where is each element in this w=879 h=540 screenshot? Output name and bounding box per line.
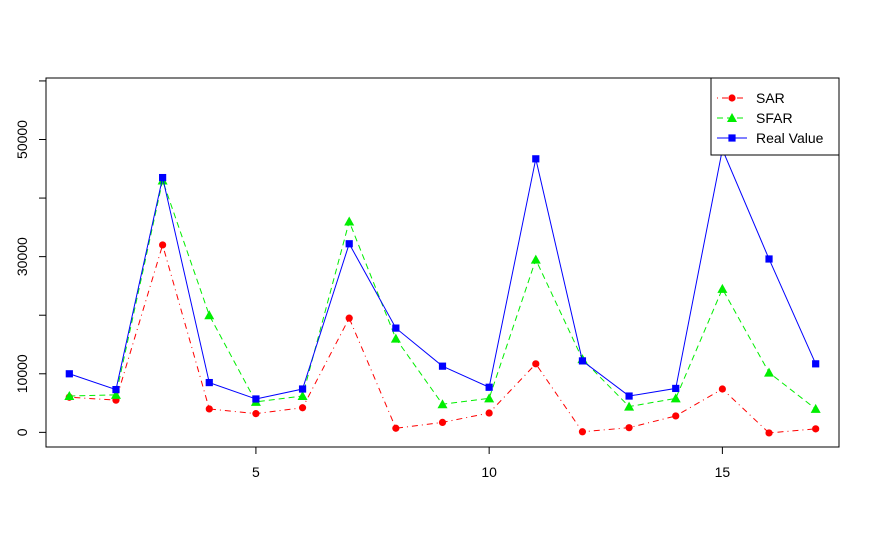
- data-point: [345, 314, 353, 322]
- data-point: [625, 392, 633, 400]
- legend-label: SAR: [756, 90, 785, 106]
- legend-marker: [728, 134, 736, 142]
- data-point: [765, 429, 773, 437]
- data-point: [159, 241, 167, 249]
- series-sfar: [64, 175, 821, 413]
- x-tick-label: 5: [252, 464, 260, 480]
- y-tick-label: 0: [14, 428, 30, 436]
- data-point: [812, 360, 820, 368]
- x-axis: 5 10 15: [252, 446, 731, 480]
- data-point: [485, 383, 493, 391]
- series-sar: [65, 241, 820, 437]
- data-point: [298, 385, 307, 393]
- legend-label: Real Value: [756, 130, 824, 146]
- y-axis: 0 10000 30000 50000: [14, 80, 47, 436]
- data-point: [670, 393, 681, 403]
- data-point: [112, 386, 120, 394]
- legend-label: SFAR: [756, 110, 793, 126]
- data-point: [345, 240, 353, 248]
- data-point: [484, 393, 495, 403]
- data-point: [530, 254, 541, 264]
- data-point: [390, 333, 401, 343]
- data-point: [578, 428, 587, 436]
- data-point: [392, 424, 400, 432]
- data-point: [485, 409, 493, 417]
- data-point: [65, 370, 73, 378]
- data-point: [532, 155, 540, 163]
- data-point: [204, 310, 215, 320]
- data-point: [810, 403, 821, 413]
- data-point: [344, 216, 355, 226]
- data-point: [438, 362, 447, 370]
- data-point: [64, 391, 75, 401]
- data-point: [765, 255, 773, 263]
- legend: SAR SFAR Real Value: [710, 77, 840, 156]
- series-layer: [64, 145, 821, 437]
- data-point: [672, 384, 680, 393]
- data-point: [672, 412, 680, 420]
- data-point: [717, 283, 728, 293]
- y-tick-label: 10000: [14, 354, 30, 393]
- data-point: [532, 360, 540, 368]
- data-point: [298, 404, 307, 412]
- y-tick-label: 50000: [14, 120, 30, 159]
- data-point: [252, 410, 260, 418]
- data-point: [205, 378, 213, 387]
- legend-marker: [727, 113, 737, 122]
- legend-item: SFAR: [717, 110, 793, 126]
- data-point: [392, 324, 400, 332]
- data-point: [812, 425, 820, 433]
- data-point: [578, 357, 587, 365]
- y-tick-label: 30000: [14, 237, 30, 276]
- legend-item: Real Value: [717, 130, 824, 146]
- legend-marker: [728, 94, 736, 102]
- data-point: [159, 173, 167, 182]
- legend-item: SAR: [717, 90, 785, 106]
- data-point: [110, 389, 121, 399]
- x-tick-label: 10: [481, 464, 497, 480]
- data-point: [297, 391, 308, 401]
- data-point: [625, 424, 633, 432]
- data-point: [718, 385, 726, 393]
- data-point: [205, 405, 213, 413]
- data-point: [624, 401, 635, 411]
- data-point: [252, 395, 260, 403]
- x-tick-label: 15: [715, 464, 731, 480]
- data-point: [764, 367, 775, 377]
- data-point: [437, 399, 448, 409]
- data-point: [438, 418, 447, 426]
